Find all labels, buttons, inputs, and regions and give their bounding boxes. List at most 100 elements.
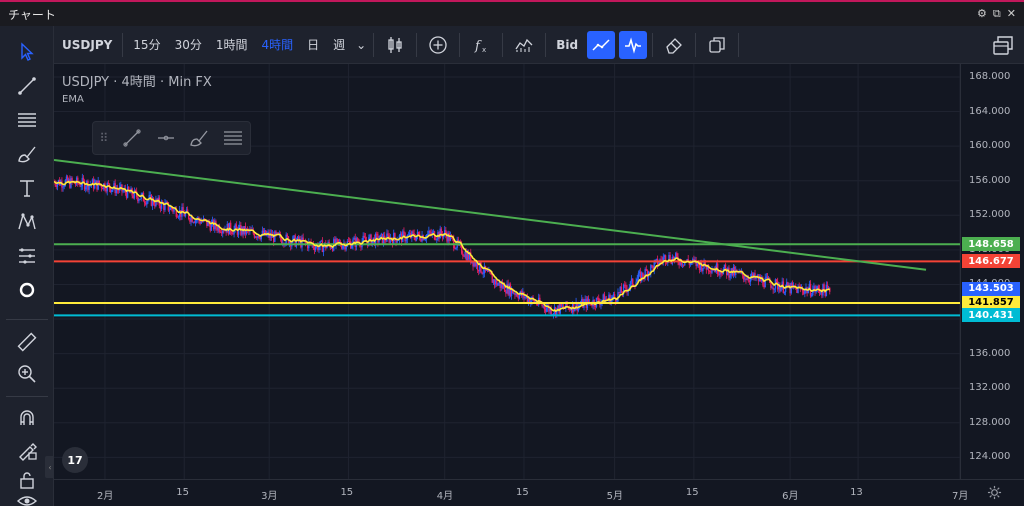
candlestick-icon[interactable]: [379, 29, 411, 61]
candle-body: [344, 243, 346, 250]
zoom-in-icon[interactable]: [13, 360, 41, 388]
candle-body: [628, 287, 631, 290]
close-icon[interactable]: ✕: [1006, 7, 1016, 20]
window-titlebar: チャート ⚙ ⧉ ✕: [0, 0, 1024, 26]
price-level-tag[interactable]: 143.503: [962, 281, 1020, 296]
interval-30m[interactable]: 30分: [174, 38, 202, 52]
candle-body: [449, 235, 452, 241]
candle-body: [407, 234, 410, 236]
candle-body: [211, 220, 214, 223]
bid-ask-toggle[interactable]: Bid: [556, 37, 579, 52]
candle-body: [497, 283, 499, 286]
chart-pane[interactable]: USDJPY · 4時間 · Min FX EMA ⠿ 17: [54, 64, 960, 479]
candle-body: [184, 212, 187, 217]
candle-body: [440, 228, 443, 235]
candle-body: [470, 252, 472, 263]
templates-icon[interactable]: [508, 29, 540, 61]
time-tick-label: 5月: [606, 491, 623, 502]
candle-body: [807, 289, 809, 294]
candle-body: [372, 237, 375, 240]
lock-drawing-icon[interactable]: [13, 436, 41, 464]
pulse-chart-button[interactable]: [619, 30, 648, 59]
candle-body: [453, 238, 455, 249]
price-level-tag[interactable]: 141.857: [962, 295, 1020, 310]
price-level-tag[interactable]: 148.658: [962, 237, 1020, 252]
trend-chart-button[interactable]: [587, 30, 616, 59]
candle-body: [229, 222, 232, 233]
time-axis[interactable]: 2月 15 3月 15 4月 15 5月 15 6月 13 7月: [54, 479, 1024, 506]
indicator-legend-ema[interactable]: EMA: [62, 94, 84, 105]
fib-levels-icon[interactable]: [216, 123, 250, 153]
fib-levels-icon[interactable]: [13, 106, 41, 134]
candle-body: [115, 188, 117, 194]
candle-body: [139, 199, 141, 200]
interval-dropdown-chevron[interactable]: ⌄: [356, 37, 367, 52]
candle-body: [642, 272, 644, 278]
candle-body: [117, 189, 120, 191]
candle-body: [662, 257, 664, 262]
magnet-icon[interactable]: [13, 404, 41, 432]
interval-1h[interactable]: 1時間: [215, 38, 248, 52]
trendline-icon[interactable]: [13, 72, 41, 100]
candle-body: [186, 209, 189, 214]
brush-icon[interactable]: [182, 123, 216, 153]
measure-lines-icon[interactable]: [13, 242, 41, 270]
price-chart-svg[interactable]: [54, 64, 960, 479]
horizontal-ray-icon[interactable]: [149, 123, 183, 153]
candle-body: [220, 232, 223, 234]
layout-icon[interactable]: [988, 30, 1018, 60]
ruler-icon[interactable]: [13, 328, 41, 356]
candle-body: [306, 242, 309, 249]
candle-body: [254, 236, 257, 238]
price-axis[interactable]: 168.000164.000160.000156.000152.000148.0…: [960, 64, 1024, 479]
candle-body: [66, 176, 69, 182]
trendline-icon[interactable]: [115, 123, 149, 153]
drag-handle-icon[interactable]: ⠿: [99, 131, 109, 145]
candle-body: [698, 263, 701, 270]
candle-body: [605, 298, 608, 300]
tradingview-logo[interactable]: 17: [62, 447, 88, 473]
candle-body: [417, 231, 420, 235]
pattern-icon[interactable]: [13, 208, 41, 236]
interval-4h[interactable]: 4時間: [261, 38, 294, 52]
candle-body: [169, 207, 172, 210]
eraser-icon[interactable]: [658, 29, 690, 61]
interval-15m[interactable]: 15分: [133, 38, 161, 52]
symbol-selector[interactable]: USDJPY: [62, 37, 113, 52]
circle-icon[interactable]: [13, 276, 41, 304]
price-level-tag[interactable]: 140.431: [962, 308, 1020, 323]
settings-icon[interactable]: ⚙: [977, 7, 987, 20]
eye-icon[interactable]: [13, 494, 41, 506]
candle-body: [269, 233, 272, 238]
candle-body: [616, 301, 618, 303]
axis-settings-icon[interactable]: [987, 485, 1002, 504]
candle-body: [791, 283, 794, 287]
candle-body: [750, 273, 753, 278]
toolbar-collapse-handle[interactable]: ‹: [45, 456, 55, 478]
candle-body: [511, 288, 514, 294]
text-icon[interactable]: [13, 174, 41, 202]
candle-body: [770, 282, 772, 288]
candle-body: [421, 235, 423, 242]
candle-body: [259, 238, 261, 240]
candle-body: [711, 270, 713, 273]
candle-body: [790, 283, 792, 294]
candle-body: [762, 277, 764, 286]
cursor-icon[interactable]: [13, 38, 41, 66]
popout-icon[interactable]: ⧉: [992, 7, 1001, 20]
candle-body: [729, 275, 731, 278]
candle-body: [403, 231, 405, 233]
interval-1d[interactable]: 日: [307, 38, 320, 52]
brush-icon[interactable]: [13, 140, 41, 168]
price-level-tag[interactable]: 146.677: [962, 254, 1020, 269]
candle-body: [796, 287, 798, 293]
padlock-icon[interactable]: [13, 466, 41, 494]
legend-interval: 4時間: [121, 75, 156, 90]
candle-body: [709, 271, 711, 272]
clone-icon[interactable]: [701, 29, 733, 61]
interval-1w[interactable]: 週: [333, 38, 346, 52]
candle-body: [286, 234, 288, 237]
candle-body: [591, 305, 593, 307]
compare-add-icon[interactable]: [422, 29, 454, 61]
